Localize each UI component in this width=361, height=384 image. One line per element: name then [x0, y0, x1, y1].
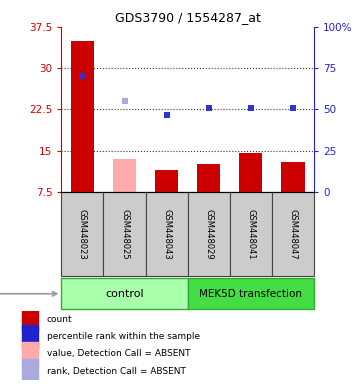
- Point: [290, 105, 296, 111]
- Bar: [22, 307, 38, 331]
- Bar: [22, 359, 38, 383]
- Bar: [61, 192, 104, 276]
- Bar: [71, 41, 94, 192]
- Point: [164, 112, 170, 118]
- Text: protocol: protocol: [0, 289, 57, 299]
- Bar: [272, 192, 314, 276]
- Bar: [22, 324, 38, 349]
- Point: [206, 105, 212, 111]
- Bar: [113, 159, 136, 192]
- Text: MEK5D transfection: MEK5D transfection: [199, 289, 303, 299]
- Text: control: control: [105, 289, 144, 299]
- Bar: [22, 342, 38, 366]
- Bar: [197, 164, 220, 192]
- Bar: [230, 192, 272, 276]
- Bar: [155, 170, 178, 192]
- Point: [122, 98, 127, 104]
- Text: GSM448025: GSM448025: [120, 209, 129, 260]
- Bar: [104, 192, 145, 276]
- Bar: [282, 162, 305, 192]
- Point: [79, 73, 85, 79]
- Text: rank, Detection Call = ABSENT: rank, Detection Call = ABSENT: [47, 367, 186, 376]
- Text: GSM448029: GSM448029: [204, 209, 213, 260]
- Text: GSM448047: GSM448047: [288, 209, 297, 260]
- Bar: [239, 154, 262, 192]
- Bar: [145, 192, 188, 276]
- Text: percentile rank within the sample: percentile rank within the sample: [47, 332, 200, 341]
- Title: GDS3790 / 1554287_at: GDS3790 / 1554287_at: [115, 11, 261, 24]
- Bar: [61, 278, 188, 310]
- Point: [248, 105, 254, 111]
- Text: GSM448023: GSM448023: [78, 209, 87, 260]
- Text: GSM448043: GSM448043: [162, 209, 171, 260]
- Text: GSM448041: GSM448041: [247, 209, 255, 260]
- Text: count: count: [47, 315, 73, 324]
- Bar: [188, 278, 314, 310]
- Bar: [188, 192, 230, 276]
- Text: value, Detection Call = ABSENT: value, Detection Call = ABSENT: [47, 349, 191, 358]
